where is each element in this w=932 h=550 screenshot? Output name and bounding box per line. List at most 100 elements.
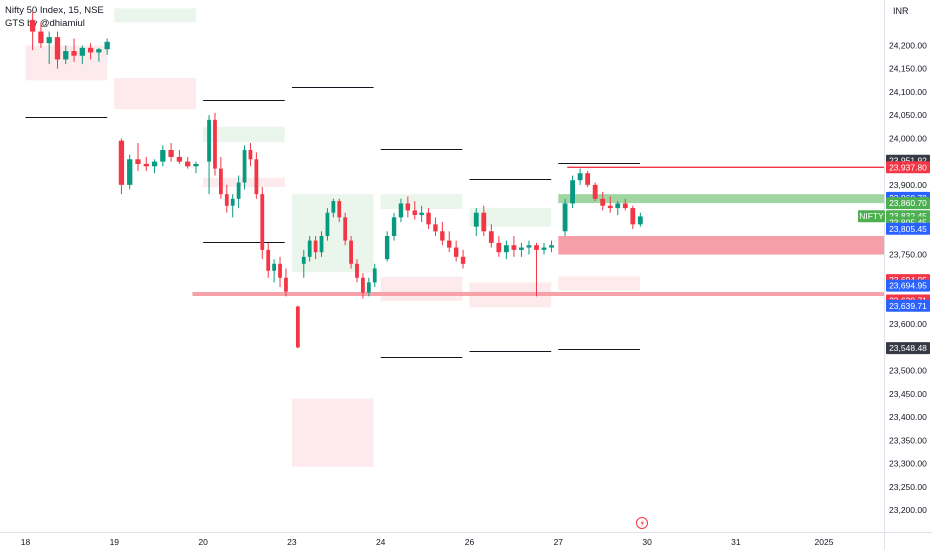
price-tag-label: 23,832.45 — [889, 211, 927, 221]
candle-body — [46, 37, 52, 44]
price-tag-bg — [886, 279, 930, 292]
candle — [433, 217, 438, 236]
candle — [460, 249, 466, 269]
candle-body — [254, 159, 259, 195]
candle-body — [71, 51, 77, 56]
candle-body — [549, 245, 554, 248]
candle-body — [570, 180, 575, 204]
candle — [419, 205, 424, 223]
x-tick-label: 23 — [287, 537, 297, 547]
candle — [473, 208, 479, 236]
y-tick-label: 24,100.00 — [889, 87, 927, 97]
y-tick-label: 23,300.00 — [889, 459, 927, 469]
candle-body — [337, 201, 342, 218]
candle-body — [63, 51, 69, 60]
candle — [224, 184, 229, 213]
price-tag-label: 23,937.80 — [889, 162, 927, 172]
candle-body — [319, 235, 324, 253]
time-axis[interactable]: 18 19 20 23 24 26 27 30 31 2025 — [21, 537, 834, 547]
candle-body — [176, 156, 183, 162]
candle — [526, 240, 532, 255]
candle-body — [284, 277, 288, 292]
candle-body — [38, 31, 44, 44]
candle-body — [218, 168, 223, 195]
candle-body — [79, 47, 85, 56]
candle — [29, 12, 36, 51]
candle — [193, 161, 199, 174]
candle-body — [534, 245, 539, 250]
candle — [549, 240, 554, 253]
candle — [511, 235, 517, 257]
candle — [260, 187, 265, 260]
indicator-label: GTS by @dhiamiul — [5, 18, 85, 29]
candle — [577, 168, 583, 185]
currency-label: INR — [893, 6, 909, 16]
candle-body — [193, 163, 199, 167]
x-tick-label: 30 — [642, 537, 652, 547]
candles-layer — [29, 12, 643, 349]
price-tag: 23,805.45 — [886, 222, 930, 235]
candle — [168, 143, 174, 162]
candle-body — [488, 231, 494, 243]
y-tick-label: 23,750.00 — [889, 250, 927, 260]
lightning-icon[interactable] — [636, 517, 648, 529]
price-tag: 23,639.71 — [886, 299, 930, 312]
candle-body — [366, 282, 371, 293]
candle-body — [160, 150, 166, 162]
candle — [278, 256, 282, 288]
zone-red-11 — [291, 398, 374, 467]
candle-body — [622, 203, 628, 209]
candle-body — [135, 159, 141, 164]
candle — [301, 249, 306, 278]
zone-red-8 — [380, 276, 463, 301]
candle — [63, 45, 69, 65]
y-tick-label: 24,150.00 — [889, 64, 927, 74]
y-tick-label: 23,400.00 — [889, 412, 927, 422]
y-tick-label: 23,200.00 — [889, 505, 927, 515]
candle-body — [343, 217, 348, 241]
candle-body — [325, 212, 330, 236]
candle — [71, 38, 77, 62]
candle — [151, 159, 158, 174]
candle — [242, 145, 247, 190]
y-tick-label: 24,200.00 — [889, 41, 927, 51]
x-tick-label: 18 — [21, 537, 31, 547]
candle — [349, 235, 353, 269]
candle — [630, 205, 636, 229]
y-tick-label: 23,350.00 — [889, 435, 927, 445]
candle-body — [615, 203, 621, 209]
candle-body — [391, 217, 397, 236]
candle — [213, 112, 217, 176]
candle — [118, 138, 125, 195]
candle-body — [607, 205, 613, 209]
candle — [637, 212, 643, 227]
candle-body — [224, 194, 229, 206]
candle-body — [29, 19, 36, 32]
candle-body — [54, 37, 61, 60]
price-tag: 23,548.48 — [886, 342, 930, 355]
price-tags: 23,951.9223,937.8023,860.7023,860.7023,8… — [858, 154, 930, 355]
candle-body — [168, 150, 174, 157]
candle-body — [384, 235, 390, 260]
candle — [488, 224, 494, 248]
candle — [496, 235, 502, 257]
candle-body — [185, 161, 191, 167]
y-tick-label: 24,050.00 — [889, 110, 927, 120]
candle-body — [496, 242, 502, 253]
candle-body — [143, 163, 149, 167]
candle — [384, 231, 390, 262]
candle-body — [637, 216, 643, 225]
candle-body — [577, 173, 583, 181]
candle — [307, 235, 312, 262]
candle — [135, 143, 141, 171]
candle — [426, 208, 431, 229]
price-axis[interactable]: 24,200.00 24,150.00 24,100.00 24,050.00 24,0… — [889, 41, 927, 516]
candle — [503, 240, 509, 260]
candle — [622, 198, 628, 211]
zone-red-1 — [25, 45, 108, 81]
candle-body — [585, 173, 591, 185]
candle — [46, 31, 52, 65]
zone-red-solid-13 — [558, 235, 884, 255]
price-tag-bg — [886, 222, 930, 235]
